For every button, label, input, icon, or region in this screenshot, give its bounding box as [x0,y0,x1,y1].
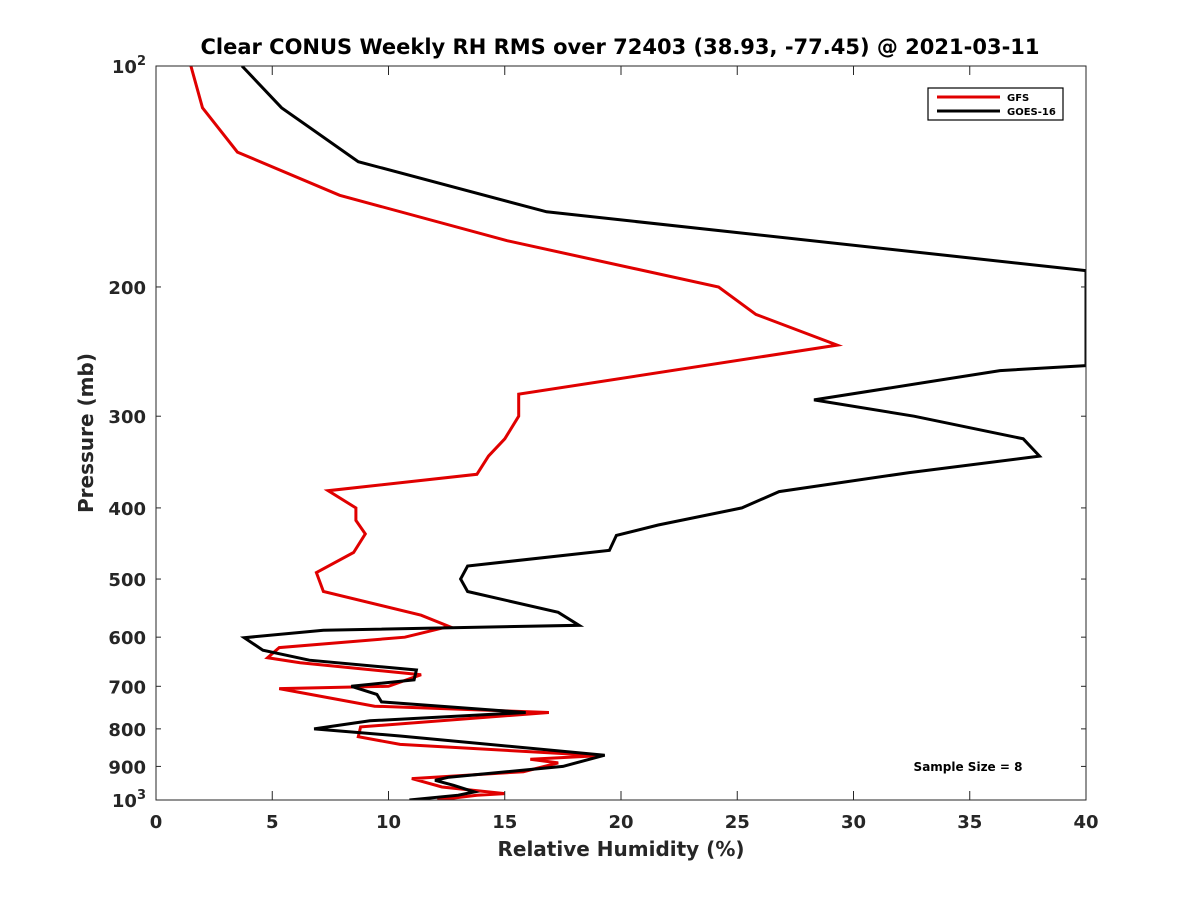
legend-label-goes-16: GOES-16 [1007,107,1056,118]
y-tick-label: 700 [108,677,146,698]
legend-label-gfs: GFS [1007,93,1029,104]
axes-layer: 0 5 10 15 20 25 30 35 40 200 300 400 500 600 700 800 900… [108,54,1098,833]
y-tick-label: 200 [108,278,146,299]
legend-box [927,87,1064,121]
y-axis-title: Pressure (mb) [74,353,98,513]
x-tick-label: 15 [492,812,517,833]
x-tick-label: 30 [841,812,866,833]
y-tick-label: 300 [108,407,146,428]
x-tick-label: 0 [150,812,163,833]
y-tick-label: 800 [108,720,146,741]
x-axis-title: Relative Humidity (%) [497,837,744,861]
x-tick-label: 35 [957,812,982,833]
x-tick-label: 5 [266,812,279,833]
y-tick-label: 600 [108,628,146,649]
chart-title: Clear CONUS Weekly RH RMS over 72403 (38… [200,35,1039,59]
series-layer [189,66,1086,800]
sample-size-annotation: Sample Size = 8 [914,760,1023,774]
x-tick-label: 20 [608,812,633,833]
x-tick-label: 40 [1073,812,1098,833]
x-tick-label: 10 [376,812,401,833]
y-tick-label-top: 102 [112,54,146,78]
series-line-goes-16 [239,66,1086,800]
x-tick-label: 25 [725,812,750,833]
y-tick-label: 900 [108,757,146,778]
legend: GFS GOES-16 [927,87,1064,121]
y-tick-label-bottom: 103 [112,788,146,812]
y-tick-label: 500 [108,570,146,591]
y-tick-label: 400 [108,499,146,520]
